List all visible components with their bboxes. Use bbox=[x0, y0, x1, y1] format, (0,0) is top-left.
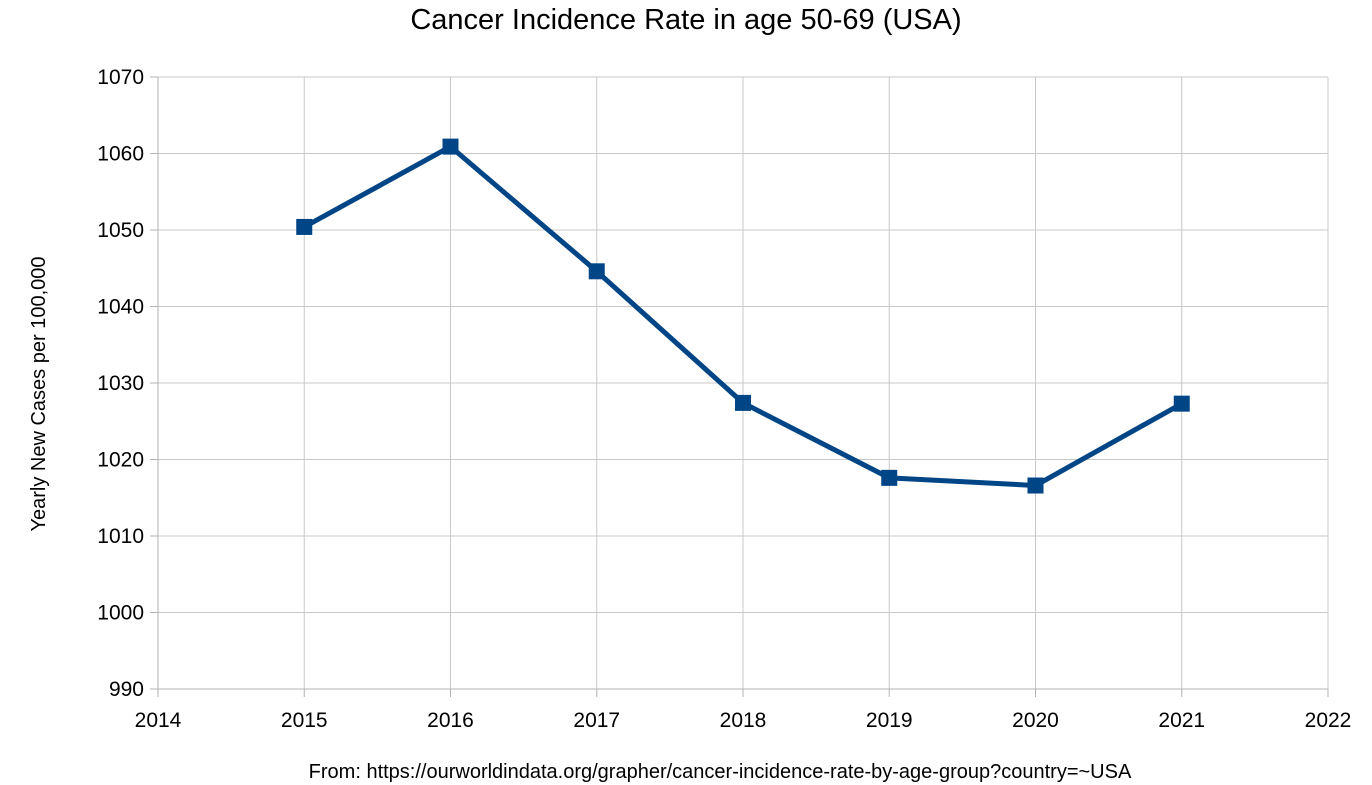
data-point-marker bbox=[296, 218, 313, 235]
x-tick-labels: 2014 2015 2016 2017 2018 2019 2020 2021 2022 bbox=[135, 709, 1352, 732]
data-series bbox=[296, 138, 1190, 494]
y-tick-label: 1010 bbox=[97, 525, 144, 548]
data-point-marker bbox=[735, 394, 751, 411]
x-tick-label: 2020 bbox=[1012, 709, 1059, 732]
source-note: From: https://ourworldindata.org/grapher… bbox=[309, 761, 1132, 783]
x-tick-label: 2022 bbox=[1305, 709, 1352, 732]
y-tick-label: 1000 bbox=[97, 602, 144, 625]
y-tick-label: 1040 bbox=[97, 296, 144, 319]
x-tick-label: 2016 bbox=[427, 709, 474, 732]
y-axis-label: Yearly New Cases per 100,000 bbox=[28, 257, 50, 532]
y-tick-label: 1030 bbox=[97, 372, 144, 395]
x-tick-label: 2019 bbox=[866, 709, 913, 732]
data-point-marker bbox=[588, 263, 605, 280]
data-point-marker bbox=[881, 469, 898, 486]
x-tick-label: 2017 bbox=[573, 709, 620, 732]
x-tick-label: 2018 bbox=[720, 709, 767, 732]
y-tick-label: 1070 bbox=[97, 66, 144, 89]
y-tick-label: 990 bbox=[109, 678, 144, 701]
grid bbox=[157, 76, 1329, 690]
y-tick-label: 1020 bbox=[97, 449, 144, 472]
axes bbox=[150, 76, 1329, 697]
x-tick-label: 2021 bbox=[1158, 709, 1205, 732]
y-tick-labels: 990 1000 1010 1020 1030 1040 1050 1060 1070 bbox=[97, 66, 144, 701]
x-tick-label: 2015 bbox=[281, 709, 328, 732]
chart-title: Cancer Incidence Rate in age 50-69 (USA) bbox=[410, 4, 961, 36]
data-point-marker bbox=[1027, 477, 1044, 494]
data-point-marker bbox=[1173, 395, 1190, 412]
x-tick-label: 2014 bbox=[135, 709, 182, 732]
data-point-marker bbox=[442, 138, 459, 155]
y-tick-label: 1050 bbox=[97, 219, 144, 242]
y-tick-label: 1060 bbox=[97, 143, 144, 166]
